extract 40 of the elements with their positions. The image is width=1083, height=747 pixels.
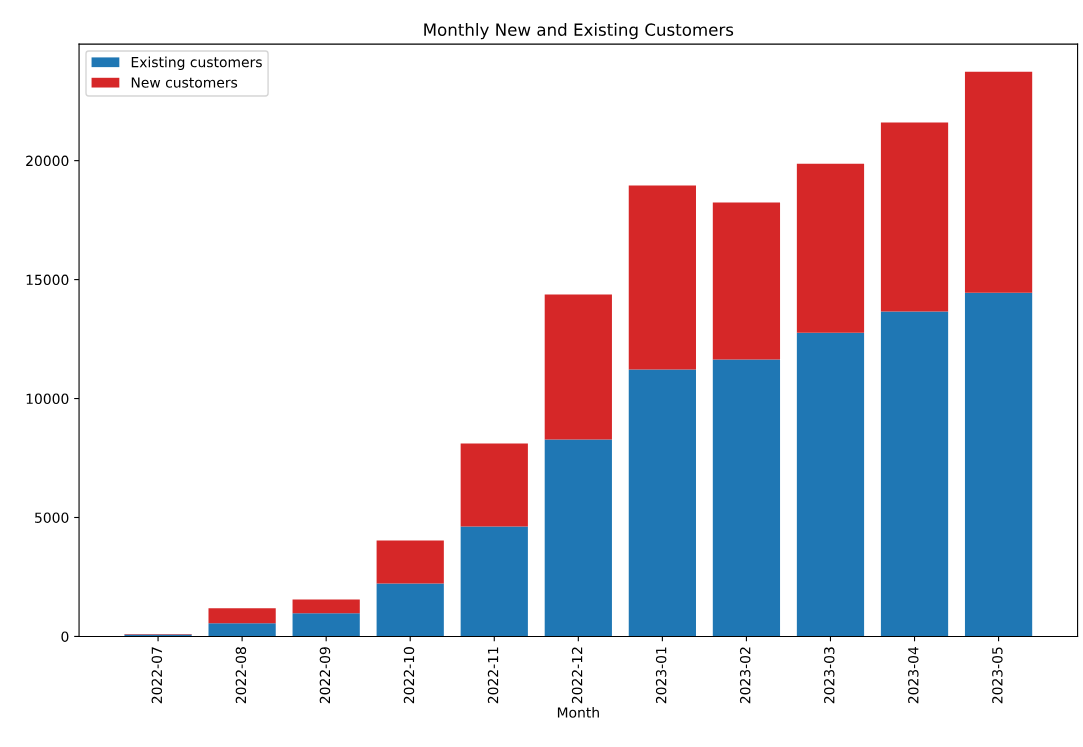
y-tick-label: 10000 xyxy=(26,393,69,405)
bar xyxy=(376,583,444,637)
bar xyxy=(796,163,865,333)
chart-title: Monthly New and Existing Customers xyxy=(424,23,734,40)
bar xyxy=(964,71,1033,293)
bar xyxy=(208,623,276,637)
bar xyxy=(712,202,781,360)
x-tick-label: 2022-07 xyxy=(151,647,163,704)
x-tick-label: 2022-09 xyxy=(319,647,331,704)
x-tick-label: 2023-03 xyxy=(824,647,835,704)
bar xyxy=(880,122,949,312)
x-tick-label: 2022-12 xyxy=(571,647,583,704)
y-tick-label: 20000 xyxy=(26,155,69,167)
bar xyxy=(544,439,612,637)
bar xyxy=(376,540,444,584)
x-tick-label: 2023-02 xyxy=(739,647,751,704)
bar xyxy=(460,443,528,527)
legend-label: New customers xyxy=(131,77,238,88)
bar xyxy=(712,359,781,637)
bar xyxy=(796,332,865,637)
y-tick-label: 5000 xyxy=(35,512,69,523)
bar xyxy=(292,613,360,637)
x-tick-label: 2023-01 xyxy=(655,647,667,704)
y-tick-label: 0 xyxy=(61,631,69,642)
bar xyxy=(628,369,696,637)
x-tick-label: 2023-05 xyxy=(992,647,1003,704)
x-tick-label: 2022-08 xyxy=(235,647,247,704)
x-axis-title: Month xyxy=(557,706,599,718)
bar xyxy=(208,608,276,624)
bar xyxy=(292,599,360,614)
x-tick-label: 2022-11 xyxy=(487,647,499,704)
bar xyxy=(880,311,949,637)
bar xyxy=(544,294,612,440)
legend-label: Existing customers xyxy=(131,56,262,71)
bar xyxy=(964,292,1033,637)
x-tick-label: 2023-04 xyxy=(908,646,919,704)
bar xyxy=(460,526,528,637)
bar xyxy=(628,185,696,370)
x-tick-label: 2022-10 xyxy=(403,647,415,704)
y-tick-label: 15000 xyxy=(26,274,69,286)
